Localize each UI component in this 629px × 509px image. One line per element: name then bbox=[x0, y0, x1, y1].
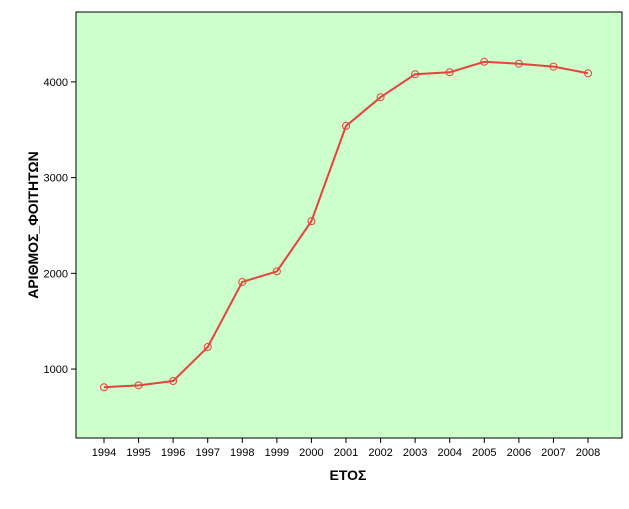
marker bbox=[480, 57, 489, 66]
y-tick-label: 3000 bbox=[44, 173, 68, 185]
marker bbox=[445, 68, 454, 77]
y-tick-label: 2000 bbox=[44, 268, 68, 280]
y-axis-label: ΑΡΙΘΜΟΣ_ΦΟΙΤΗΤΩΝ bbox=[25, 151, 41, 299]
marker bbox=[134, 381, 143, 390]
y-tick-label: 4000 bbox=[44, 77, 68, 89]
x-tick-label: 2000 bbox=[299, 447, 323, 459]
marker bbox=[307, 217, 316, 226]
marker bbox=[342, 121, 350, 130]
marker bbox=[411, 70, 420, 79]
x-tick-label: 2007 bbox=[541, 447, 565, 459]
x-tick-label: 1999 bbox=[265, 447, 289, 459]
x-tick-label: 1994 bbox=[92, 447, 116, 459]
marker bbox=[584, 69, 592, 78]
x-tick-label: 2001 bbox=[334, 447, 358, 459]
marker bbox=[549, 62, 558, 71]
marker bbox=[376, 93, 385, 102]
marker bbox=[203, 343, 212, 352]
x-tick-label: 2002 bbox=[368, 447, 392, 459]
x-axis-label: ΕΤΟΣ bbox=[330, 467, 367, 483]
x-tick-label: 1995 bbox=[126, 447, 150, 459]
marker bbox=[272, 267, 281, 276]
x-tick-label: 1998 bbox=[230, 447, 254, 459]
x-tick-label: 2003 bbox=[403, 447, 427, 459]
marker bbox=[238, 277, 247, 286]
x-tick-label: 1997 bbox=[195, 447, 219, 459]
x-tick-label: 2005 bbox=[472, 447, 496, 459]
marker bbox=[100, 383, 108, 392]
marker bbox=[169, 377, 178, 386]
x-tick-label: 2004 bbox=[437, 447, 461, 459]
y-tick-label: 1000 bbox=[44, 364, 68, 376]
x-tick-label: 2006 bbox=[507, 447, 531, 459]
x-tick-label: 1996 bbox=[161, 447, 185, 459]
plot-area bbox=[75, 11, 623, 439]
marker bbox=[514, 59, 523, 68]
x-tick-label: 2008 bbox=[576, 447, 600, 459]
line bbox=[103, 60, 589, 389]
